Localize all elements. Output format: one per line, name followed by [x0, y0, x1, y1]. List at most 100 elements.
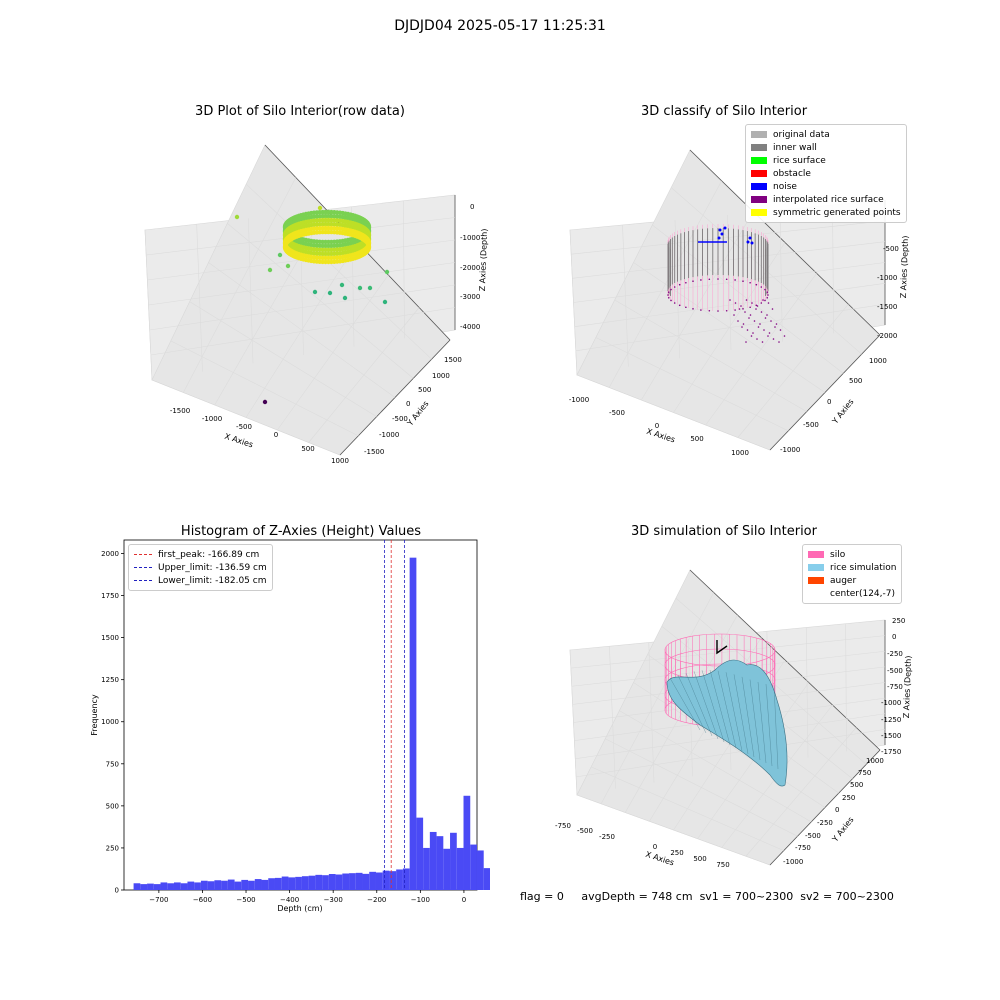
interpolated-point — [772, 338, 775, 340]
legend-swatch — [751, 131, 767, 138]
outlier-point — [262, 399, 268, 405]
interpolated-point — [673, 286, 676, 288]
x-tick-label: −300 — [324, 896, 343, 904]
outlier-point — [384, 269, 390, 275]
legend-item: inner wall — [751, 141, 901, 154]
z-tick: -500 — [883, 245, 899, 253]
interpolated-point — [685, 281, 687, 284]
legend-label: obstacle — [773, 168, 811, 179]
interpolated-point — [733, 314, 735, 316]
y-tick: 750 — [858, 769, 871, 777]
interpolated-point — [708, 309, 711, 312]
histogram-bar — [322, 875, 329, 890]
y-axis-label: Y Axies — [830, 815, 856, 844]
y-axis-ticks: -1500 -1000 -500 0 500 1000 1500 — [364, 356, 462, 456]
y-tick: 250 — [842, 794, 855, 802]
x-axis-ticks: -1000 -500 0 500 1000 — [569, 396, 749, 457]
histogram-bar — [328, 874, 336, 890]
interpolated-point — [741, 326, 743, 328]
x-tick: 0 — [653, 843, 657, 851]
interpolated-point — [745, 341, 747, 343]
surface-mesh-line — [693, 671, 719, 740]
subplot1-title: 3D Plot of Silo Interior(row data) — [195, 104, 405, 119]
z-tick: -1000 — [877, 274, 897, 282]
axes3d-box — [144, 144, 456, 456]
interpolated-point — [717, 310, 719, 312]
z-tick: -1000 — [881, 699, 901, 707]
histogram-bar — [409, 557, 417, 890]
legend-label: symmetric generated points — [773, 207, 901, 218]
y-tick: 0 — [835, 806, 839, 814]
x-tick: 0 — [274, 431, 278, 439]
z-tick: -500 — [887, 667, 903, 675]
interpolated-point — [708, 278, 711, 281]
legend-item: interpolated rice surface — [751, 193, 901, 206]
legend-item: silo — [808, 548, 896, 561]
classify-legend: original data inner wall rice surface ob… — [745, 124, 907, 223]
legend-item: noise — [751, 180, 901, 193]
y-tick-label: 500 — [106, 802, 119, 810]
legend-label: interpolated rice surface — [773, 194, 884, 205]
histogram-bar — [423, 847, 430, 890]
x-tick: -750 — [555, 822, 571, 830]
histogram-bar — [173, 882, 181, 890]
grid-line — [675, 597, 867, 765]
grid-line — [805, 627, 809, 758]
histogram-bar — [396, 869, 403, 890]
histogram-bar — [369, 871, 376, 890]
y-tick: -500 — [392, 415, 408, 423]
subplot4-3d-simulation: -750 -500 -250 0 250 500 750 X Axies -10… — [555, 569, 913, 869]
legend-line — [134, 567, 152, 568]
outlier-point — [327, 290, 333, 296]
interpolated-point — [749, 306, 751, 309]
y-tick-label: 1500 — [101, 634, 119, 642]
interpolated-point — [729, 299, 731, 301]
flag-text: flag = 0 — [520, 890, 564, 903]
interpolated-point — [667, 291, 670, 294]
scatter-points — [234, 205, 390, 405]
axes3d-grid — [571, 180, 886, 438]
y-tick: -250 — [817, 819, 833, 827]
histogram-bar — [389, 871, 397, 890]
legend-item: Upper_limit: -136.59 cm — [134, 561, 267, 574]
x-tick: 500 — [301, 445, 314, 453]
y-axis-label: Frequency — [90, 694, 99, 736]
interpolated-point — [692, 308, 694, 310]
y-tick-label: 250 — [106, 844, 119, 852]
x-tick: 0 — [655, 422, 659, 430]
legend-item: obstacle — [751, 167, 901, 180]
interpolated-point — [670, 299, 672, 302]
y-tick: 0 — [406, 400, 410, 408]
histogram-bar — [349, 873, 356, 890]
x-tick: -1000 — [569, 396, 589, 404]
legend-swatch — [751, 183, 767, 190]
z-tick: -250 — [887, 650, 903, 658]
figure-title: DJDJD04 2025-05-17 11:25:31 — [394, 18, 606, 34]
legend-line — [134, 554, 152, 555]
x-tick: 500 — [690, 435, 703, 443]
legend-label: center(124,-7) — [830, 588, 895, 599]
interpolated-point — [767, 302, 770, 304]
interpolated-point — [760, 311, 763, 313]
outlier-point — [234, 214, 240, 220]
interpolated-point — [759, 323, 761, 325]
histogram-bar — [450, 832, 457, 890]
legend-swatch — [751, 144, 767, 151]
histogram-bar — [214, 880, 222, 890]
histogram-bar — [375, 872, 383, 890]
legend-swatch — [751, 157, 767, 164]
outlier-point — [285, 263, 291, 269]
noise-point — [720, 232, 724, 236]
y-tick-label: 1000 — [101, 718, 119, 726]
surface-mesh-line — [749, 679, 761, 761]
z-tick: 250 — [892, 617, 905, 625]
legend-item: symmetric generated points — [751, 206, 901, 219]
interpolated-point — [692, 280, 694, 282]
interpolated-point — [768, 332, 771, 334]
x-axis-ticks: -750 -500 -250 0 250 500 750 — [555, 822, 730, 869]
y-tick-label: 0 — [115, 887, 119, 895]
noise-point — [718, 228, 722, 232]
x-tick-label: −200 — [367, 896, 386, 904]
interpolated-point — [756, 338, 758, 340]
status-line: flag = 0 avgDepth = 748 cm sv1 = 700~230… — [520, 890, 894, 903]
